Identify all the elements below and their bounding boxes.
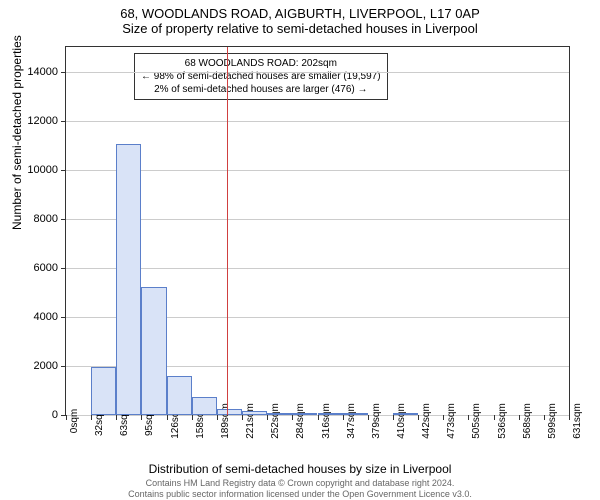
- x-tick-label: 410sqm: [396, 403, 407, 439]
- y-axis-label: Number of semi-detached properties: [10, 35, 24, 230]
- histogram-bar: [267, 413, 292, 415]
- histogram-bar: [192, 397, 217, 415]
- y-tick-label: 10000: [27, 164, 58, 176]
- x-tick-label: 631sqm: [572, 403, 583, 439]
- x-tick-label: 379sqm: [371, 403, 382, 439]
- x-tick-label: 347sqm: [346, 403, 357, 439]
- title-line-2: Size of property relative to semi-detach…: [0, 21, 600, 40]
- x-tick: [66, 415, 67, 420]
- gridline: [66, 268, 569, 269]
- x-tick-label: 221sqm: [245, 403, 256, 439]
- x-tick: [519, 415, 520, 420]
- gridline: [66, 121, 569, 122]
- annotation-line-3: 2% of semi-detached houses are larger (4…: [141, 83, 381, 96]
- x-tick: [494, 415, 495, 420]
- x-tick: [242, 415, 243, 420]
- x-tick-label: 536sqm: [497, 403, 508, 439]
- x-tick: [141, 415, 142, 420]
- y-tick-label: 4000: [34, 311, 58, 323]
- y-tick: [61, 219, 66, 220]
- x-tick: [267, 415, 268, 420]
- x-tick: [318, 415, 319, 420]
- y-tick: [61, 268, 66, 269]
- x-tick-label: 284sqm: [295, 403, 306, 439]
- x-tick: [468, 415, 469, 420]
- histogram-bar: [393, 413, 418, 415]
- x-tick: [368, 415, 369, 420]
- histogram-bar: [167, 376, 192, 415]
- x-axis-label: Distribution of semi-detached houses by …: [0, 462, 600, 476]
- y-tick-label: 12000: [27, 115, 58, 127]
- footer-line-2: Contains public sector information licen…: [0, 489, 600, 499]
- x-tick: [192, 415, 193, 420]
- x-tick-label: 252sqm: [270, 403, 281, 439]
- x-tick: [418, 415, 419, 420]
- x-tick-label: 473sqm: [446, 403, 457, 439]
- y-tick: [61, 170, 66, 171]
- gridline: [66, 72, 569, 73]
- histogram-bar: [343, 413, 368, 415]
- gridline: [66, 219, 569, 220]
- x-tick-label: 316sqm: [321, 403, 332, 439]
- y-tick-label: 2000: [34, 360, 58, 372]
- x-tick: [292, 415, 293, 420]
- x-tick-label: 599sqm: [547, 403, 558, 439]
- footer-line-1: Contains HM Land Registry data © Crown c…: [0, 478, 600, 488]
- histogram-bar: [318, 413, 343, 415]
- gridline: [66, 170, 569, 171]
- x-tick: [116, 415, 117, 420]
- annotation-box: 68 WOODLANDS ROAD: 202sqm ← 98% of semi-…: [134, 53, 388, 100]
- x-tick: [167, 415, 168, 420]
- chart-container: 68, WOODLANDS ROAD, AIGBURTH, LIVERPOOL,…: [0, 0, 600, 500]
- y-tick-label: 0: [52, 409, 58, 421]
- x-tick-label: 442sqm: [421, 403, 432, 439]
- property-marker-line: [227, 47, 228, 415]
- y-tick-label: 6000: [34, 262, 58, 274]
- x-tick-label: 568sqm: [522, 403, 533, 439]
- histogram-bar: [242, 411, 267, 415]
- x-tick: [91, 415, 92, 420]
- x-tick: [217, 415, 218, 420]
- x-tick: [544, 415, 545, 420]
- x-tick: [393, 415, 394, 420]
- histogram-bar: [217, 409, 242, 415]
- y-tick: [61, 366, 66, 367]
- histogram-bar: [141, 287, 166, 415]
- histogram-bar: [91, 367, 116, 415]
- x-tick: [343, 415, 344, 420]
- y-tick-label: 14000: [27, 66, 58, 78]
- x-tick-label: 505sqm: [471, 403, 482, 439]
- x-tick: [569, 415, 570, 420]
- histogram-bar: [116, 144, 141, 415]
- y-tick: [61, 72, 66, 73]
- y-tick: [61, 317, 66, 318]
- y-tick-label: 8000: [34, 213, 58, 225]
- histogram-bar: [292, 413, 317, 415]
- y-tick: [61, 121, 66, 122]
- x-tick: [443, 415, 444, 420]
- annotation-line-1: 68 WOODLANDS ROAD: 202sqm: [141, 57, 381, 70]
- plot-area: 68 WOODLANDS ROAD: 202sqm ← 98% of semi-…: [65, 46, 570, 416]
- x-tick-label: 0sqm: [69, 409, 80, 433]
- title-line-1: 68, WOODLANDS ROAD, AIGBURTH, LIVERPOOL,…: [0, 0, 600, 21]
